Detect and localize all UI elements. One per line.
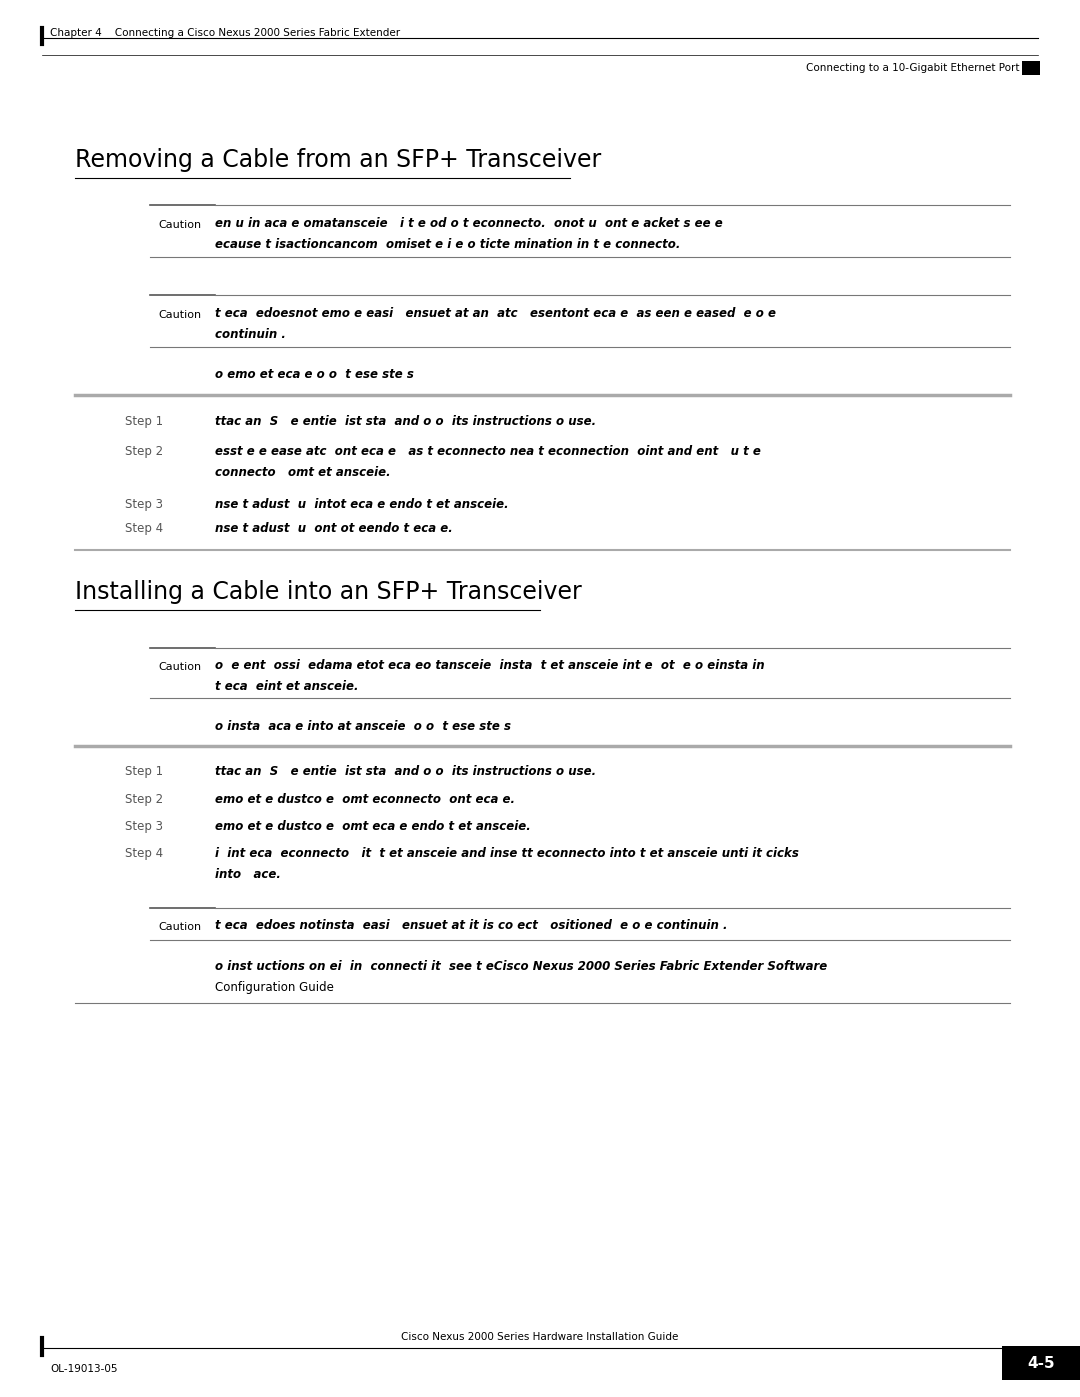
Text: nse t adust  u  ont ot eendo t eca e.: nse t adust u ont ot eendo t eca e. bbox=[215, 522, 453, 535]
Text: ttac an  S   e entie  ist sta  and o o  its instructions o use.: ttac an S e entie ist sta and o o its in… bbox=[215, 415, 596, 427]
Text: Caution: Caution bbox=[158, 219, 201, 231]
Text: Step 2: Step 2 bbox=[125, 446, 163, 458]
Text: o  e ent  ossi  edama etot eca eo tansceie  insta  t et ansceie int e  ot  e o e: o e ent ossi edama etot eca eo tansceie … bbox=[215, 659, 765, 672]
Text: emo et e dustco e  omt econnecto  ont eca e.: emo et e dustco e omt econnecto ont eca … bbox=[215, 793, 515, 806]
Text: esst e e ease atc  ont eca e   as t econnecto nea t econnection  oint and ent   : esst e e ease atc ont eca e as t econnec… bbox=[215, 446, 761, 458]
Text: connecto   omt et ansceie.: connecto omt et ansceie. bbox=[215, 467, 391, 479]
Text: o insta  aca e into at ansceie  o o  t ese ste s: o insta aca e into at ansceie o o t ese … bbox=[215, 719, 511, 733]
Text: Caution: Caution bbox=[158, 922, 201, 932]
Text: 4-5: 4-5 bbox=[1027, 1355, 1055, 1370]
Text: t eca  edoesnot emo e easi   ensuet at an  atc   esentont eca e  as een e eased : t eca edoesnot emo e easi ensuet at an a… bbox=[215, 307, 777, 320]
Text: OL-19013-05: OL-19013-05 bbox=[50, 1363, 118, 1375]
Text: o inst uctions on ei  in  connecti it  see t eCisco Nexus 2000 Series Fabric Ext: o inst uctions on ei in connecti it see … bbox=[215, 960, 827, 972]
Text: Step 1: Step 1 bbox=[125, 766, 163, 778]
Text: nse t adust  u  intot eca e endo t et ansceie.: nse t adust u intot eca e endo t et ansc… bbox=[215, 497, 509, 511]
Text: Step 1: Step 1 bbox=[125, 415, 163, 427]
Text: ecause t isactioncancom  omiset e i e o ticte mination in t e connecto.: ecause t isactioncancom omiset e i e o t… bbox=[215, 237, 680, 251]
Text: Configuration Guide: Configuration Guide bbox=[215, 981, 334, 995]
Text: into   ace.: into ace. bbox=[215, 868, 281, 882]
Text: Connecting to a 10-Gigabit Ethernet Port: Connecting to a 10-Gigabit Ethernet Port bbox=[807, 63, 1020, 73]
Text: i  int eca  econnecto   it  t et ansceie and inse tt econnecto into t et ansceie: i int eca econnecto it t et ansceie and … bbox=[215, 847, 799, 861]
Text: o emo et eca e o o  t ese ste s: o emo et eca e o o t ese ste s bbox=[215, 367, 414, 381]
Text: Caution: Caution bbox=[158, 310, 201, 320]
Text: Step 2: Step 2 bbox=[125, 793, 163, 806]
Text: Step 3: Step 3 bbox=[125, 497, 163, 511]
Text: continuin .: continuin . bbox=[215, 328, 286, 341]
Text: Step 3: Step 3 bbox=[125, 820, 163, 833]
Bar bbox=[1022, 61, 1040, 75]
Text: en u in aca e omatansceie   i t e od o t econnecto.  onot u  ont e acket s ee e: en u in aca e omatansceie i t e od o t e… bbox=[215, 217, 723, 231]
Text: Cisco Nexus 2000 Series Hardware Installation Guide: Cisco Nexus 2000 Series Hardware Install… bbox=[402, 1331, 678, 1343]
Text: Step 4: Step 4 bbox=[125, 847, 163, 861]
Text: Step 4: Step 4 bbox=[125, 522, 163, 535]
Bar bbox=[1002, 1345, 1080, 1380]
Text: t eca  edoes notinsta  easi   ensuet at it is co ect   ositioned  e o e continui: t eca edoes notinsta easi ensuet at it i… bbox=[215, 919, 728, 932]
Text: Installing a Cable into an SFP+ Transceiver: Installing a Cable into an SFP+ Transcei… bbox=[75, 580, 582, 604]
Text: ttac an  S   e entie  ist sta  and o o  its instructions o use.: ttac an S e entie ist sta and o o its in… bbox=[215, 766, 596, 778]
Text: emo et e dustco e  omt eca e endo t et ansceie.: emo et e dustco e omt eca e endo t et an… bbox=[215, 820, 530, 833]
Text: t eca  eint et ansceie.: t eca eint et ansceie. bbox=[215, 680, 359, 693]
Text: Removing a Cable from an SFP+ Transceiver: Removing a Cable from an SFP+ Transceive… bbox=[75, 148, 602, 172]
Text: Caution: Caution bbox=[158, 662, 201, 672]
Text: Chapter 4    Connecting a Cisco Nexus 2000 Series Fabric Extender: Chapter 4 Connecting a Cisco Nexus 2000 … bbox=[50, 28, 400, 38]
